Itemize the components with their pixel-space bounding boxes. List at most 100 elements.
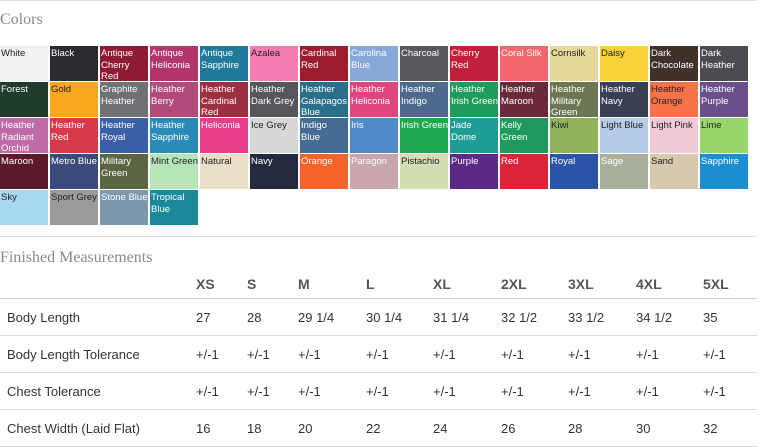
color-swatch[interactable]: Heather Military Green [550,82,598,117]
measurement-value: +/-1 [701,372,757,410]
measurements-table: XS S M L XL 2XL 3XL 4XL 5XL Body Length 27 28 29 1/… [0,270,757,447]
table-row: Body Length 27 28 29 1/4 30 1/4 31 1/4 32 1/2 3… [0,298,757,336]
color-swatch[interactable]: Lime [700,118,748,153]
color-swatch[interactable]: Cardinal Red [300,46,348,81]
section-divider [0,236,757,237]
measurement-value: 35 [701,298,757,336]
color-swatch[interactable]: Sand [650,154,698,189]
color-swatch[interactable]: Cornsilk [550,46,598,81]
color-swatch[interactable]: Indigo Blue [300,118,348,153]
color-swatch[interactable]: Kelly Green [500,118,548,153]
measurement-value: +/-1 [245,372,296,410]
color-swatch[interactable]: Maroon [0,154,48,189]
color-swatch[interactable]: Heather Orange [650,82,698,117]
size-header-cell: L [364,270,431,299]
color-swatch[interactable]: Light Pink [650,118,698,153]
color-swatch[interactable]: Heather Maroon [500,82,548,117]
measurement-value: +/-1 [364,372,431,410]
measurement-value: 28 [566,409,634,447]
color-swatch[interactable]: Tropical Blue [150,190,198,225]
size-header-cell: XL [431,270,499,299]
color-swatch[interactable]: Dark Chocolate [650,46,698,81]
color-swatch[interactable]: Daisy [600,46,648,81]
size-header-cell: 5XL [701,270,757,299]
color-swatch[interactable]: Carolina Blue [350,46,398,81]
measurement-label: Body Length [0,298,194,336]
color-swatch[interactable]: Sky [0,190,48,225]
color-swatch[interactable]: Irish Green [400,118,448,153]
color-swatch[interactable]: Heather Galapagos Blue [300,82,348,117]
color-swatch[interactable]: Royal [550,154,598,189]
color-swatch[interactable]: Iris [350,118,398,153]
color-swatch[interactable]: Graphite Heather [100,82,148,117]
color-swatch[interactable]: Heather Royal [100,118,148,153]
table-row: Chest Tolerance +/-1 +/-1 +/-1 +/-1 +/-1 +/-1 +… [0,372,757,410]
color-swatch[interactable]: Stone Blue [100,190,148,225]
color-swatch[interactable]: Navy [250,154,298,189]
color-swatch[interactable]: Antique Cherry Red [100,46,148,81]
color-swatch[interactable]: Sapphire [700,154,748,189]
table-row: Body Length Tolerance +/-1 +/-1 +/-1 +/-1 +/-… [0,335,757,373]
measurement-label: Chest Tolerance [0,372,194,410]
color-swatch[interactable]: Kiwi [550,118,598,153]
measurement-value: 29 1/4 [296,298,364,336]
color-swatch[interactable]: Jade Dome [450,118,498,153]
measurement-value: 32 1/2 [499,298,566,336]
measurement-value: 30 1/4 [364,298,431,336]
color-swatch[interactable]: Dark Heather [700,46,748,81]
color-swatch[interactable]: Heather Irish Green [450,82,498,117]
color-swatch[interactable]: Red [500,154,548,189]
color-swatch[interactable]: Ice Grey [250,118,298,153]
color-swatch[interactable]: Antique Heliconia [150,46,198,81]
measurement-value: 34 1/2 [634,298,701,336]
color-swatch[interactable]: Heather Navy [600,82,648,117]
color-swatch[interactable]: Natural [200,154,248,189]
color-swatch[interactable]: Heather Indigo [400,82,448,117]
size-header-cell: 4XL [634,270,701,299]
measurement-value: +/-1 [431,372,499,410]
color-swatch[interactable]: Orange [300,154,348,189]
color-swatch[interactable]: Purple [450,154,498,189]
color-swatch[interactable]: Cherry Red [450,46,498,81]
measurement-value: +/-1 [566,335,634,373]
color-swatch[interactable]: Forest [0,82,48,117]
size-header-cell: M [296,270,364,299]
color-swatch[interactable]: Metro Blue [50,154,98,189]
measurement-value: 32 [701,409,757,447]
color-swatch[interactable]: Heather Berry [150,82,198,117]
color-swatch[interactable]: Heather Dark Grey [250,82,298,117]
color-swatch[interactable]: Paragon [350,154,398,189]
color-swatch[interactable]: Heliconia [200,118,248,153]
measurement-label: Body Length Tolerance [0,335,194,373]
color-swatch[interactable]: Black [50,46,98,81]
color-swatch[interactable]: Coral Silk [500,46,548,81]
measurement-value: 20 [296,409,364,447]
size-header-cell: 3XL [566,270,634,299]
measurement-value: +/-1 [499,372,566,410]
measurement-value: +/-1 [194,335,245,373]
color-swatch[interactable]: Pistachio [400,154,448,189]
color-swatch[interactable]: Sage [600,154,648,189]
color-swatch[interactable]: White [0,46,48,81]
measurement-value: 31 1/4 [431,298,499,336]
measurement-value: 27 [194,298,245,336]
color-swatch[interactable]: Heather Red [50,118,98,153]
measurement-value: 22 [364,409,431,447]
color-swatch[interactable]: Charcoal [400,46,448,81]
color-swatch[interactable]: Heather Purple [700,82,748,117]
measurement-value: 30 [634,409,701,447]
color-swatch[interactable]: Heather Heliconia [350,82,398,117]
measurement-value: +/-1 [296,335,364,373]
color-swatch[interactable]: Light Blue [600,118,648,153]
color-swatch[interactable]: Heather Sapphire [150,118,198,153]
color-swatch[interactable]: Sport Grey [50,190,98,225]
color-swatch[interactable]: Azalea [250,46,298,81]
color-swatch[interactable]: Heather Cardinal Red [200,82,248,117]
color-swatch[interactable]: Gold [50,82,98,117]
size-header-cell: S [245,270,296,299]
color-swatch[interactable]: Antique Sapphire [200,46,248,81]
color-swatch[interactable]: Heather Radiant Orchid [0,118,48,153]
color-swatch[interactable]: Mint Green [150,154,198,189]
color-swatch[interactable]: Military Green [100,154,148,189]
measurement-value: 26 [499,409,566,447]
